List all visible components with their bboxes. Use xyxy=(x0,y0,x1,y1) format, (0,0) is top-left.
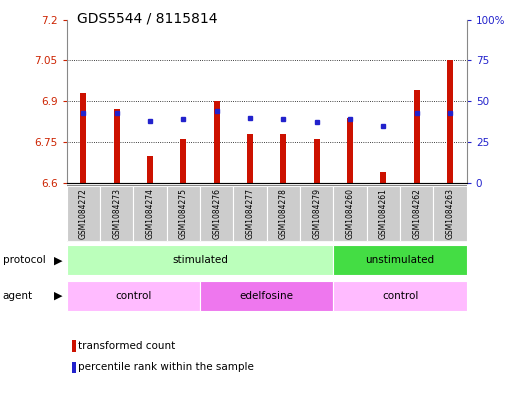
Bar xyxy=(281,134,286,183)
Text: percentile rank within the sample: percentile rank within the sample xyxy=(78,362,254,373)
Bar xyxy=(114,109,120,183)
Text: GSM1084274: GSM1084274 xyxy=(146,188,154,239)
FancyBboxPatch shape xyxy=(67,245,333,275)
Bar xyxy=(314,139,320,183)
Bar xyxy=(414,90,420,183)
Text: GSM1084272: GSM1084272 xyxy=(79,188,88,239)
FancyBboxPatch shape xyxy=(200,186,233,241)
Text: GSM1084273: GSM1084273 xyxy=(112,188,121,239)
FancyBboxPatch shape xyxy=(400,186,433,241)
Text: control: control xyxy=(115,291,151,301)
FancyBboxPatch shape xyxy=(367,186,400,241)
FancyBboxPatch shape xyxy=(67,186,100,241)
Bar xyxy=(447,61,453,183)
Text: GSM1084275: GSM1084275 xyxy=(179,188,188,239)
FancyBboxPatch shape xyxy=(200,281,333,311)
Text: ▶: ▶ xyxy=(54,291,63,301)
Text: ▶: ▶ xyxy=(54,255,63,265)
Text: edelfosine: edelfosine xyxy=(240,291,294,301)
FancyBboxPatch shape xyxy=(67,281,200,311)
Bar xyxy=(347,118,353,183)
Bar xyxy=(147,156,153,183)
Bar xyxy=(247,134,253,183)
Bar xyxy=(81,93,86,183)
Text: GSM1084261: GSM1084261 xyxy=(379,188,388,239)
Bar xyxy=(181,139,186,183)
FancyBboxPatch shape xyxy=(133,186,167,241)
FancyBboxPatch shape xyxy=(167,186,200,241)
Bar xyxy=(381,172,386,183)
Text: GDS5544 / 8115814: GDS5544 / 8115814 xyxy=(77,12,218,26)
Text: GSM1084278: GSM1084278 xyxy=(279,188,288,239)
Text: GSM1084260: GSM1084260 xyxy=(346,188,354,239)
FancyBboxPatch shape xyxy=(233,186,267,241)
Text: GSM1084279: GSM1084279 xyxy=(312,188,321,239)
FancyBboxPatch shape xyxy=(300,186,333,241)
Text: agent: agent xyxy=(3,291,33,301)
Bar xyxy=(214,101,220,183)
FancyBboxPatch shape xyxy=(333,245,467,275)
FancyBboxPatch shape xyxy=(433,186,467,241)
Text: GSM1084276: GSM1084276 xyxy=(212,188,221,239)
FancyBboxPatch shape xyxy=(333,186,367,241)
FancyBboxPatch shape xyxy=(100,186,133,241)
Text: protocol: protocol xyxy=(3,255,45,265)
Text: GSM1084277: GSM1084277 xyxy=(246,188,254,239)
Text: stimulated: stimulated xyxy=(172,255,228,265)
FancyBboxPatch shape xyxy=(267,186,300,241)
FancyBboxPatch shape xyxy=(333,281,467,311)
Text: unstimulated: unstimulated xyxy=(366,255,435,265)
Text: transformed count: transformed count xyxy=(78,341,175,351)
Text: GSM1084262: GSM1084262 xyxy=(412,188,421,239)
Text: GSM1084263: GSM1084263 xyxy=(446,188,455,239)
Text: control: control xyxy=(382,291,418,301)
